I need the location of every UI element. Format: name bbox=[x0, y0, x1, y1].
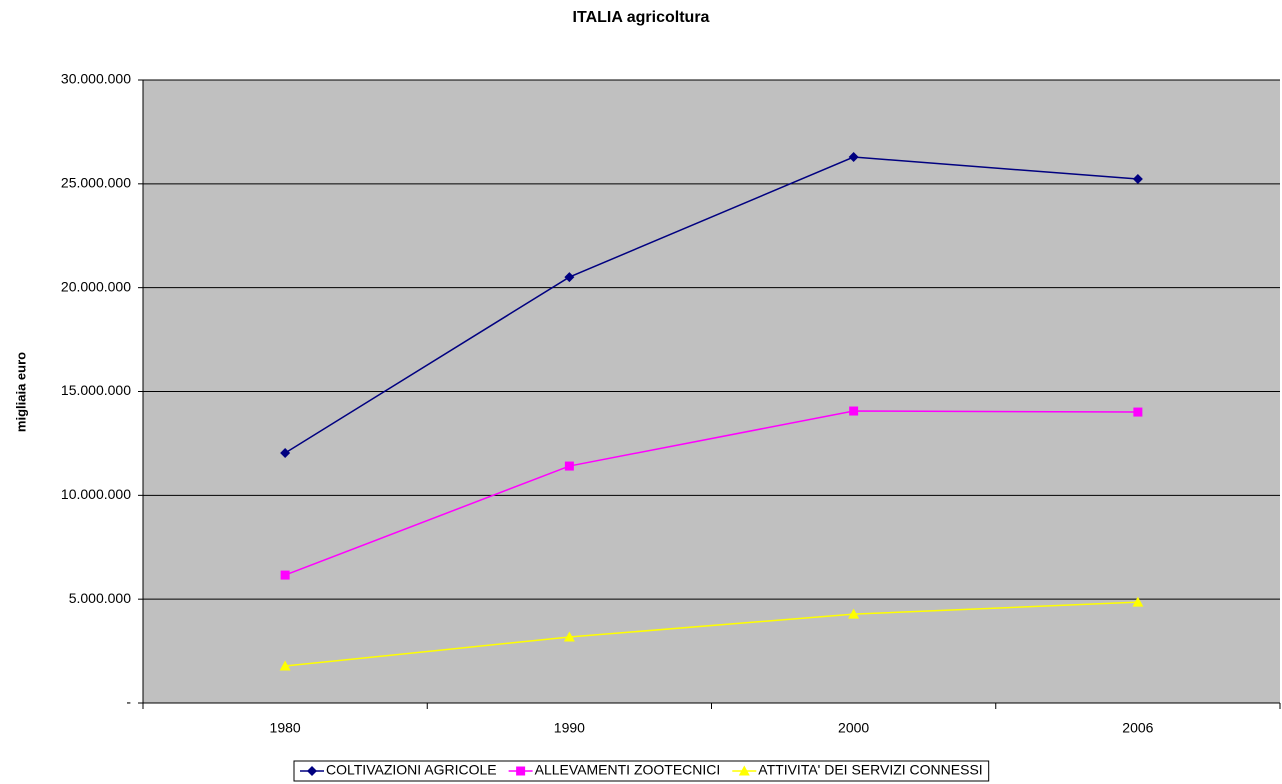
y-tick-label: 20.000.000 bbox=[61, 278, 131, 294]
x-tick-label: 1980 bbox=[270, 720, 301, 736]
y-tick-label: 5.000.000 bbox=[69, 590, 131, 606]
series-line bbox=[284, 156, 1138, 454]
legend-marker bbox=[307, 766, 317, 776]
legend: COLTIVAZIONI AGRICOLE ALLEVAMENTI ZOOTECN… bbox=[293, 760, 990, 782]
legend-marker bbox=[738, 765, 750, 776]
x-tick-label: 2006 bbox=[1122, 720, 1153, 736]
series-line bbox=[285, 601, 1138, 667]
marker bbox=[280, 447, 291, 458]
marker bbox=[564, 272, 575, 283]
chart-title: ITALIA agricoltura bbox=[573, 9, 710, 26]
marker bbox=[280, 570, 290, 580]
marker bbox=[279, 660, 291, 671]
marker bbox=[564, 461, 574, 471]
marker bbox=[1132, 596, 1144, 607]
y-tick-label: 30.000.000 bbox=[61, 71, 131, 87]
y-tick-label: 25.000.000 bbox=[61, 175, 131, 191]
legend-label: ALLEVAMENTI ZOOTECNICI bbox=[535, 762, 721, 778]
x-tick-label: 1990 bbox=[554, 720, 585, 736]
y-tick-label: 10.000.000 bbox=[61, 486, 131, 502]
marker bbox=[1132, 174, 1143, 185]
legend-label: ATTIVITA' DEI SERVIZI CONNESSI bbox=[758, 762, 982, 778]
legend-marker bbox=[516, 766, 526, 776]
marker bbox=[848, 608, 860, 619]
y-axis-label: migliaia euro bbox=[13, 352, 28, 432]
legend-box bbox=[293, 760, 990, 782]
x-tick-label: 2000 bbox=[838, 720, 869, 736]
legend-label: COLTIVAZIONI AGRICOLE bbox=[326, 762, 497, 778]
y-tick-label: 15.000.000 bbox=[61, 382, 131, 398]
y-tick-label: - bbox=[126, 694, 131, 710]
marker bbox=[848, 152, 859, 163]
marker bbox=[849, 406, 859, 416]
marker bbox=[1133, 407, 1143, 417]
marker bbox=[563, 631, 575, 642]
series-line bbox=[284, 410, 1138, 576]
